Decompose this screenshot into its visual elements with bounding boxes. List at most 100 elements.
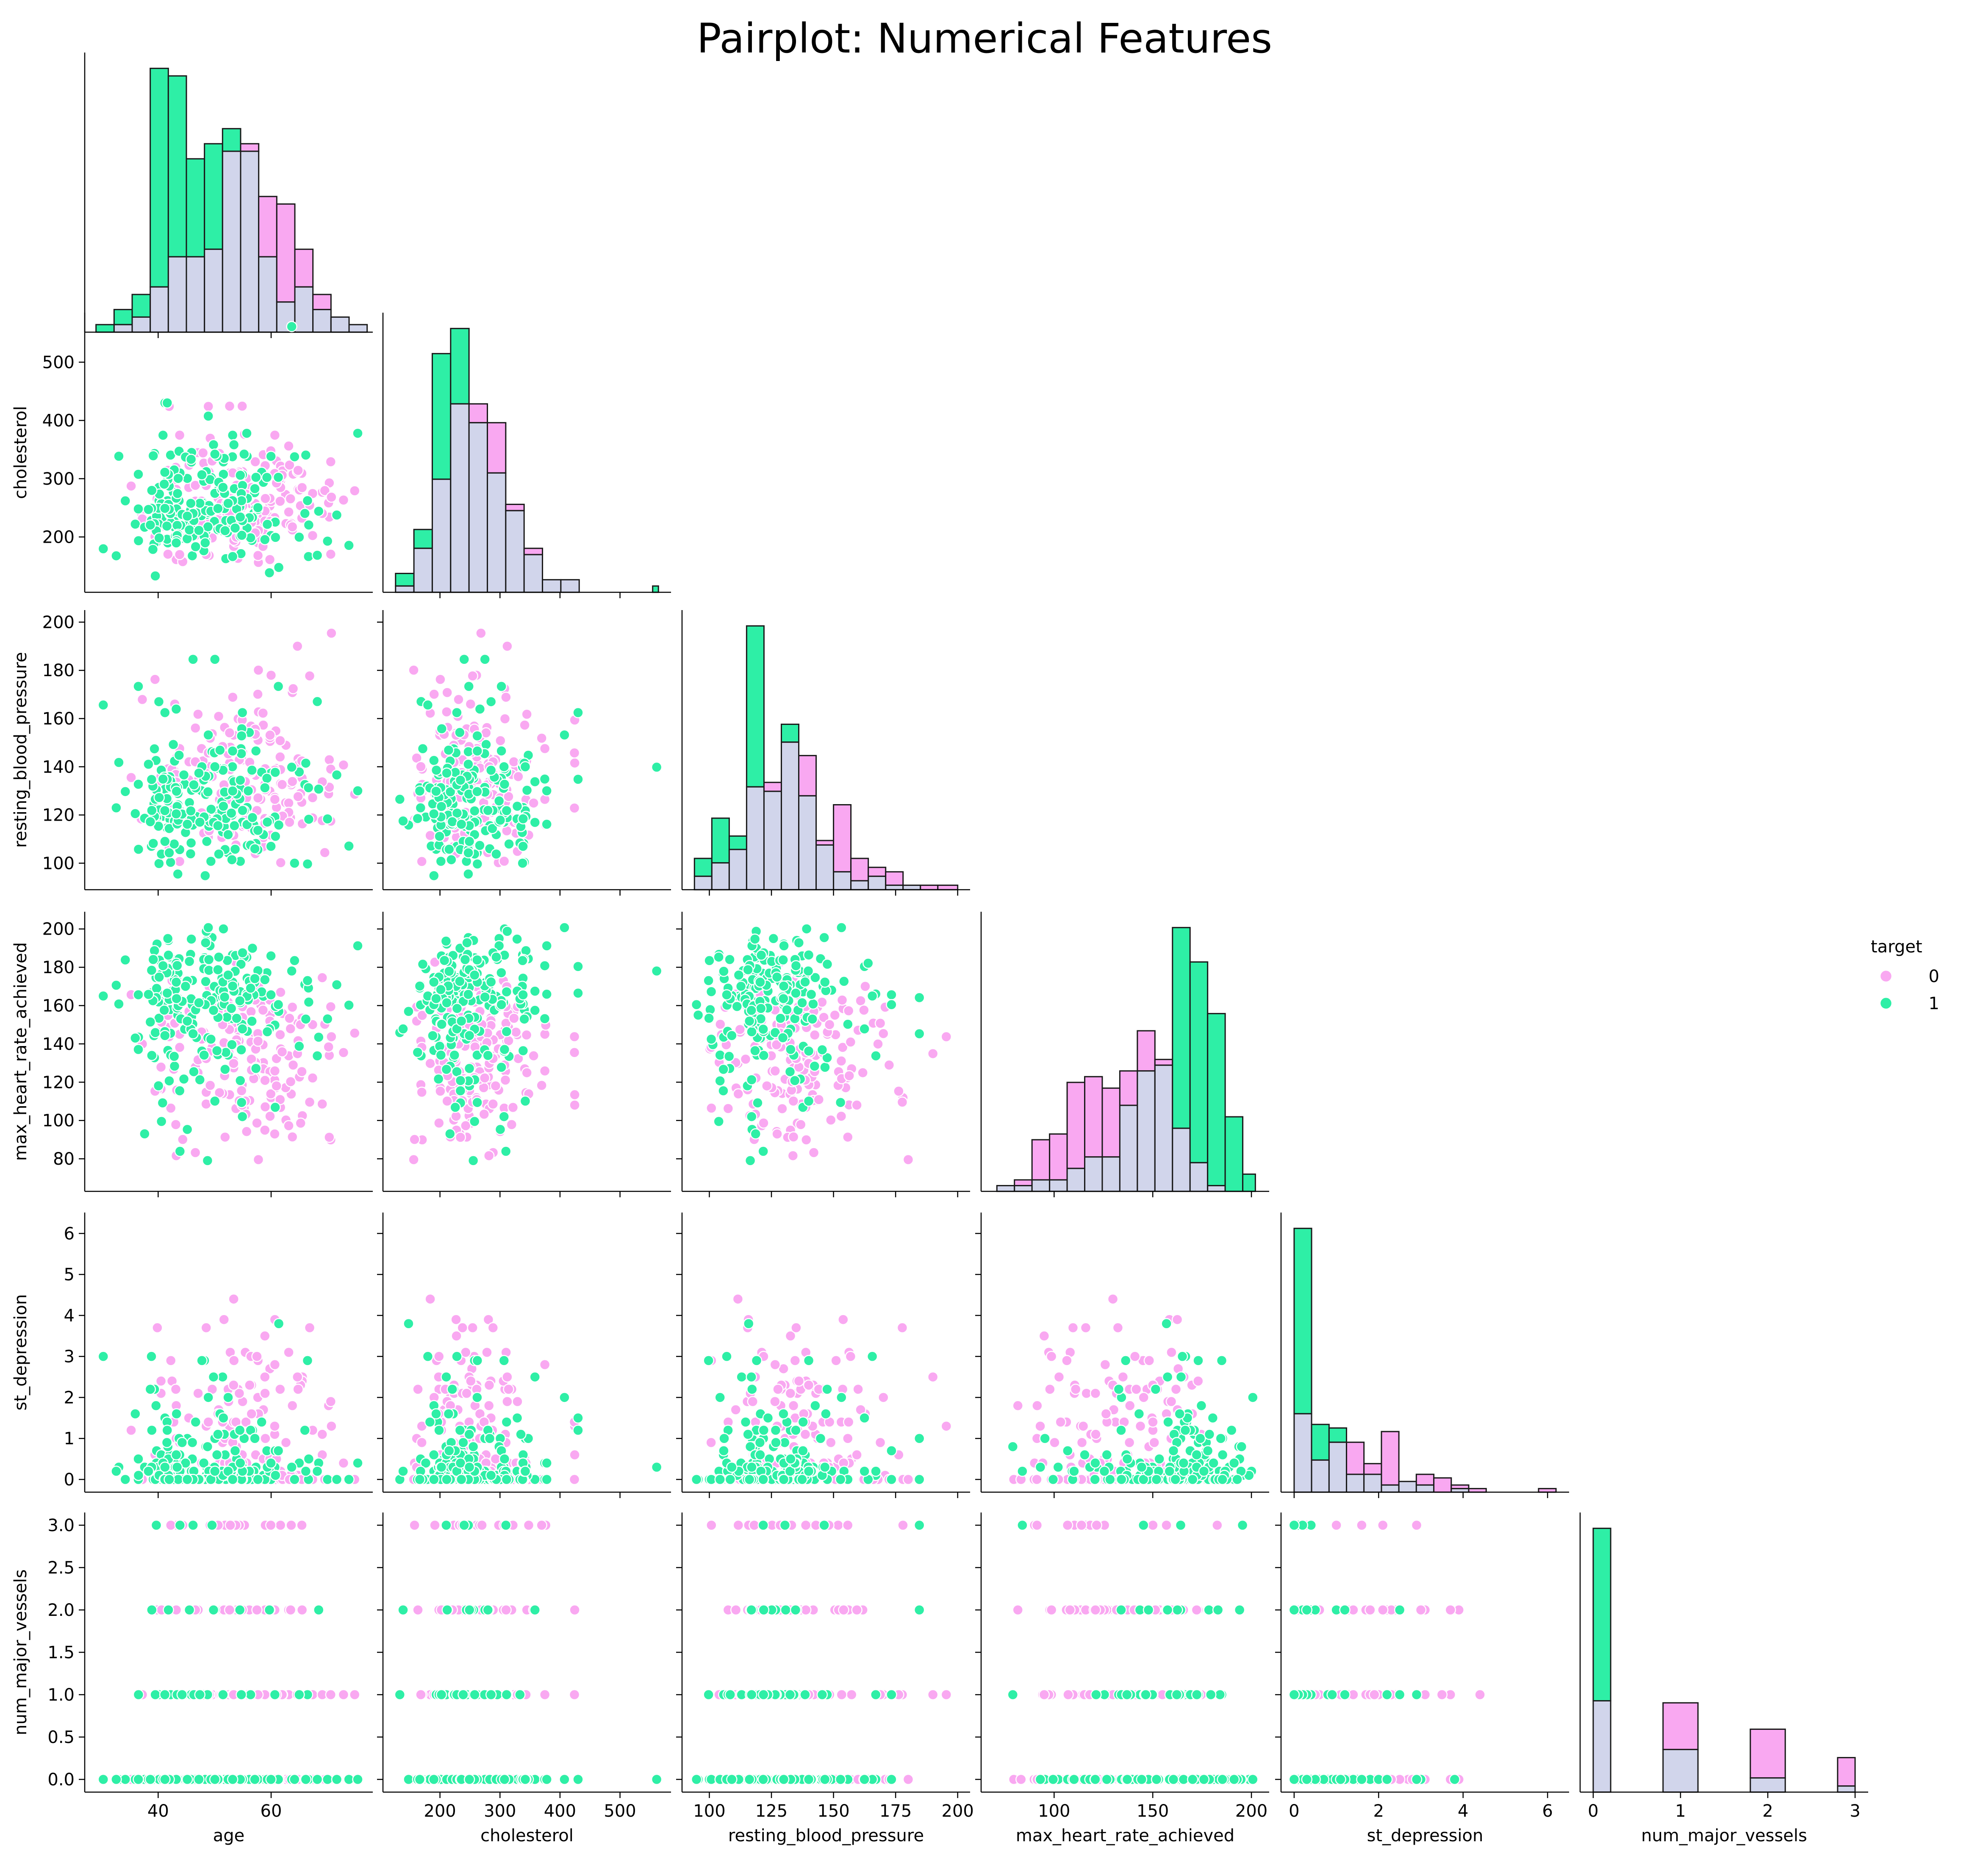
point-max_heart_rate_achieved-vs-resting_blood_pressure-t1-46 [713,1116,724,1127]
point-max_heart_rate_achieved-vs-resting_blood_pressure-t1-38 [818,932,830,944]
point-st_depression-vs-max_heart_rate_achieved-t1-178 [1228,1457,1240,1469]
point-st_depression-vs-resting_blood_pressure-t1-24 [797,1416,809,1428]
point-max_heart_rate_achieved-vs-age-t0-164 [316,972,328,983]
point-st_depression-vs-resting_blood_pressure-t1-171 [790,1424,801,1436]
point-max_heart_rate_achieved-vs-cholesterol-t1-198 [441,997,452,1009]
point-st_depression-vs-cholesterol-t0-154 [569,1449,580,1461]
point-st_depression-vs-resting_blood_pressure-t1-84 [815,1432,826,1444]
point-resting_blood_pressure-vs-cholesterol-t1-204 [455,774,466,786]
point-st_depression-vs-cholesterol-t0-153 [483,1400,495,1412]
point-max_heart_rate_achieved-vs-age-t1-127 [139,1128,150,1140]
hist-bar-resting_blood_pressure-3-top [746,625,765,788]
point-resting_blood_pressure-vs-cholesterol-t1-5 [463,680,474,692]
point-cholesterol-vs-age-t0-110 [260,493,271,504]
point-max_heart_rate_achieved-vs-cholesterol-t0-103 [521,1029,532,1041]
point-max_heart_rate_achieved-vs-cholesterol-t1-118 [500,1146,512,1157]
point-resting_blood_pressure-vs-cholesterol-t0-45 [519,719,530,731]
y-tick-label: 6 [64,1224,75,1243]
y-tick-label: 4 [64,1306,75,1326]
point-cholesterol-vs-age-t1-147 [183,524,195,536]
hist-bar-st_depression-6-overlap [1398,1481,1417,1493]
point-num_major_vessels-vs-age-t1-195 [194,1689,206,1701]
point-max_heart_rate_achieved-vs-resting_blood_pressure-t1-195 [746,1074,757,1085]
point-max_heart_rate_achieved-vs-age-t1-167 [219,991,230,1003]
point-max_heart_rate_achieved-vs-age-t1-94 [202,1155,214,1166]
point-cholesterol-vs-age-t0-16 [224,400,236,412]
hist-bar-resting_blood_pressure-4-overlap [763,791,782,891]
point-max_heart_rate_achieved-vs-cholesterol-t1-158 [412,1046,424,1058]
point-max_heart_rate_achieved-vs-resting_blood_pressure-t0-116 [940,1031,952,1043]
point-st_depression-vs-age-t1-156 [270,1470,281,1481]
point-st_depression-vs-cholesterol-t1-11 [451,1351,463,1362]
point-cholesterol-vs-age-t0-148 [264,554,276,565]
point-max_heart_rate_achieved-vs-resting_blood_pressure-t0-47 [860,980,871,992]
point-st_depression-vs-age-t1-24 [256,1416,267,1428]
point-resting_blood_pressure-vs-cholesterol-t1-156 [434,830,445,842]
point-resting_blood_pressure-vs-age-t1-141 [237,805,248,816]
point-st_depression-vs-age-t0-39 [338,1457,349,1469]
point-max_heart_rate_achieved-vs-age-t0-111 [252,1154,264,1166]
point-max_heart_rate_achieved-vs-resting_blood_pressure-t0-96 [816,996,828,1008]
point-st_depression-vs-max_heart_rate_achieved-t0-166 [1032,1400,1043,1412]
point-st_depression-vs-resting_blood_pressure-t1-189 [778,1408,789,1420]
point-st_depression-vs-max_heart_rate_achieved-t0-133 [1148,1437,1160,1449]
point-st_depression-vs-max_heart_rate_achieved-t1-73 [1113,1383,1125,1395]
point-resting_blood_pressure-vs-age-t1-23 [172,868,183,880]
point-resting_blood_pressure-vs-age-t1-125 [286,761,297,773]
point-st_depression-vs-max_heart_rate_achieved-t1-135 [1247,1392,1259,1403]
point-resting_blood_pressure-vs-age-t1-80 [311,696,323,708]
point-max_heart_rate_achieved-vs-resting_blood_pressure-t0-133 [874,1018,886,1029]
point-resting_blood_pressure-vs-cholesterol-t1-180 [415,802,427,814]
point-resting_blood_pressure-vs-age-t1-182 [200,870,211,882]
point-num_major_vessels-vs-cholesterol-t0-157 [569,1689,580,1701]
point-max_heart_rate_achieved-vs-cholesterol-t1-188 [471,1096,483,1108]
point-max_heart_rate_achieved-vs-resting_blood_pressure-t1-191 [749,1045,761,1057]
point-max_heart_rate_achieved-vs-resting_blood_pressure-t1-154 [723,1051,735,1062]
point-max_heart_rate_achieved-vs-resting_blood_pressure-t1-144 [842,1018,854,1030]
point-num_major_vessels-vs-age-t1-77 [294,1689,305,1701]
hist-bar-resting_blood_pressure-12-overlap [902,884,921,891]
point-max_heart_rate_achieved-vs-resting_blood_pressure-t1-125 [802,965,814,977]
point-resting_blood_pressure-vs-age-t1-202 [144,816,156,827]
point-st_depression-vs-max_heart_rate_achieved-t1-198 [1170,1474,1181,1485]
point-max_heart_rate_achieved-vs-resting_blood_pressure-t0-153 [787,1150,799,1162]
point-st_depression-vs-resting_blood_pressure-t1-8 [859,1412,870,1424]
y-tick-label: 100 [42,854,75,873]
point-max_heart_rate_achieved-vs-cholesterol-t0-113 [499,1074,511,1086]
point-max_heart_rate_achieved-vs-cholesterol-t1-125 [651,965,663,977]
point-st_depression-vs-cholesterol-t1-208 [499,1453,510,1465]
point-max_heart_rate_achieved-vs-cholesterol-t1-157 [435,984,446,996]
point-max_heart_rate_achieved-vs-cholesterol-t0-151 [479,1072,491,1084]
panel-age-vs-age [84,53,373,338]
point-cholesterol-vs-age-t1-159 [219,525,231,536]
hist-bar-cholesterol-9-overlap [560,579,580,593]
hist-bar-max_heart_rate_achieved-3-top [1049,1133,1068,1181]
point-cholesterol-vs-age-t1-86 [273,562,285,573]
point-st_depression-vs-max_heart_rate_achieved-t1-152 [1231,1474,1243,1485]
point-resting_blood_pressure-vs-cholesterol-t1-52 [521,784,533,796]
point-resting_blood_pressure-vs-age-t1-162 [202,786,214,798]
hist-bar-age-12-top [312,294,332,311]
hist-bar-resting_blood_pressure-0-top [693,858,713,877]
point-max_heart_rate_achieved-vs-age-t1-210 [181,1015,193,1027]
point-max_heart_rate_achieved-vs-cholesterol-t0-154 [569,1099,580,1111]
hist-bar-age-10-top [276,203,296,303]
point-st_depression-vs-age-t0-152 [259,1330,271,1342]
point-resting_blood_pressure-vs-cholesterol-t0-145 [513,771,524,783]
point-st_depression-vs-max_heart_rate_achieved-t0-32 [1077,1420,1089,1432]
point-max_heart_rate_achieved-vs-age-t1-135 [202,922,214,933]
point-max_heart_rate_achieved-vs-resting_blood_pressure-t0-121 [893,1085,904,1097]
point-max_heart_rate_achieved-vs-cholesterol-t0-81 [536,1080,547,1091]
point-st_depression-vs-cholesterol-t1-65 [441,1371,452,1383]
hist-bar-max_heart_rate_achieved-12-top [1207,1013,1226,1186]
point-max_heart_rate_achieved-vs-cholesterol-t1-175 [517,955,528,966]
point-max_heart_rate_achieved-vs-cholesterol-t1-177 [491,951,502,963]
point-resting_blood_pressure-vs-age-t0-146 [190,722,201,734]
hist-bar-max_heart_rate_achieved-5-overlap [1084,1156,1103,1192]
point-num_major_vessels-vs-age-t1-210 [181,1773,193,1785]
point-max_heart_rate_achieved-vs-age-t1-173 [249,973,261,985]
point-max_heart_rate_achieved-vs-cholesterol-t1-165 [482,1049,494,1061]
point-st_depression-vs-age-t0-75 [304,1322,316,1334]
point-cholesterol-vs-age-t1-212 [227,551,238,562]
